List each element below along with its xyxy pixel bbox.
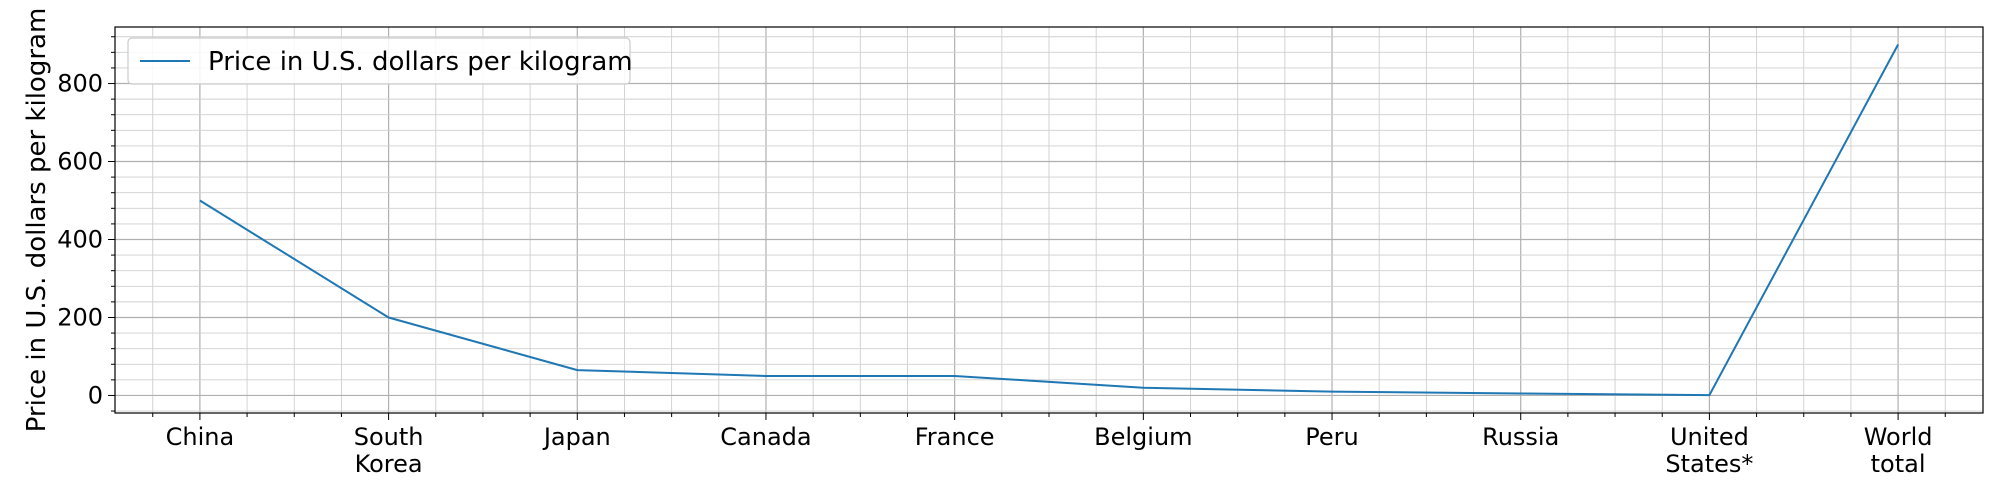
series-line — [199, 44, 1899, 397]
legend-box — [127, 37, 631, 85]
grid — [115, 27, 1983, 413]
x-tick-label: Japan — [542, 423, 611, 451]
axis-ticks: 0 200 400 600 800 China South Korea Japan Canada F… — [57, 36, 1946, 478]
x-tick-label: Belgium — [1094, 423, 1192, 451]
x-tick-label: France — [915, 423, 995, 451]
y-tick-label: 800 — [57, 70, 103, 98]
x-tick-label: Peru — [1305, 423, 1358, 451]
y-tick-label: 600 — [57, 148, 103, 176]
x-tick-label: United States* — [1665, 423, 1753, 478]
x-tick-label: Canada — [720, 423, 811, 451]
series-layer — [199, 44, 1899, 397]
y-tick-label: 400 — [57, 225, 103, 253]
y-tick-label: 0 — [88, 381, 103, 409]
x-tick-label: World total — [1864, 423, 1933, 478]
x-tick-label: Russia — [1482, 423, 1559, 451]
legend: Price in U.S. dollars per kilogram — [127, 37, 633, 85]
x-tick-label: China — [166, 423, 235, 451]
x-tick-label: South Korea — [354, 423, 424, 478]
y-axis-title: Price in U.S. dollars per kilogram — [22, 8, 52, 433]
legend-entry: Price in U.S. dollars per kilogram — [208, 47, 633, 77]
y-tick-label: 200 — [57, 303, 103, 331]
